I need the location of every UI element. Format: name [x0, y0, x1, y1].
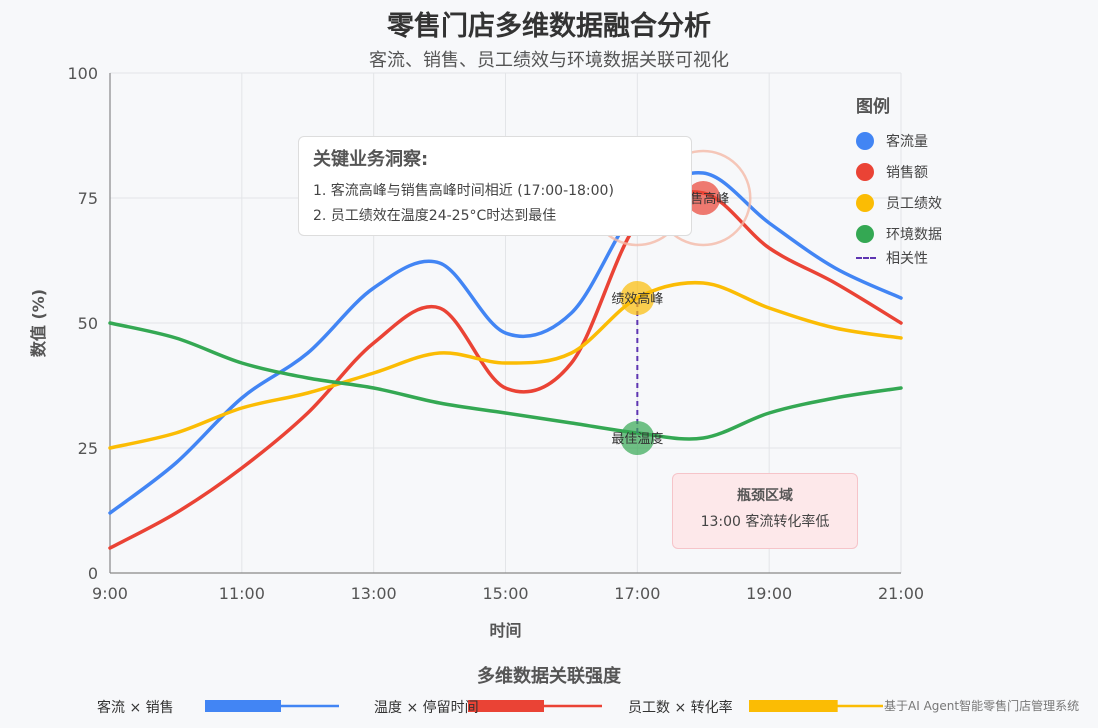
series-line-销售额: [108, 190, 903, 550]
marker-label: 绩效高峰: [611, 291, 663, 307]
bottleneck-text: 13:00 客流转化率低: [700, 514, 830, 530]
legend-label: 员工绩效: [886, 195, 942, 212]
correlation-label: 温度 × 停留时间: [374, 700, 479, 716]
legend-item-correlation[interactable]: 相关性: [856, 249, 966, 267]
insight-box: 关键业务洞察: 1. 客流高峰与销售高峰时间相近 (17:00-18:00) 2…: [298, 136, 692, 236]
insight-line: 1. 客流高峰与销售高峰时间相近 (17:00-18:00): [313, 183, 614, 199]
legend-title: 图例: [856, 97, 890, 117]
legend-item-staff[interactable]: 员工绩效: [856, 187, 966, 218]
legend-label: 客流量: [886, 133, 928, 150]
bottleneck-box: 瓶颈区域 13:00 客流转化率低: [672, 473, 858, 549]
x-tick-label: 11:00: [219, 584, 265, 603]
legend-label: 销售额: [886, 164, 928, 181]
y-tick-label: 100: [67, 64, 98, 83]
legend-item-environment[interactable]: 环境数据: [856, 218, 966, 249]
correlation-bar-fill: [205, 700, 281, 712]
x-tick-label: 9:00: [92, 584, 128, 603]
legend: 图例 客流量 销售额 员工绩效 环境数据 相关性: [856, 92, 966, 267]
legend-swatch: [856, 193, 874, 212]
x-tick-label: 15:00: [482, 584, 528, 603]
correlation-title: 多维数据关联强度: [477, 666, 621, 687]
x-axis-label: 时间: [489, 621, 521, 640]
x-tick-label: 17:00: [614, 584, 660, 603]
series-line-环境数据: [108, 321, 903, 441]
y-tick-label: 50: [78, 314, 98, 333]
y-tick-label: 75: [78, 189, 98, 208]
y-tick-label: 25: [78, 439, 98, 458]
y-tick-label: 0: [88, 564, 98, 583]
bottleneck-title: 瓶颈区域: [737, 488, 793, 504]
footer-text: 基于AI Agent智能零售门店管理系统: [884, 699, 1080, 713]
y-axis-label: 数值 (%): [29, 289, 48, 357]
insight-line: 2. 员工绩效在温度24-25°C时达到最佳: [313, 208, 557, 224]
x-tick-label: 13:00: [351, 584, 397, 603]
marker-label: 最佳温度: [611, 431, 663, 447]
series-line-员工绩效: [108, 280, 903, 450]
legend-item-sales[interactable]: 销售额: [856, 156, 966, 187]
legend-label: 相关性: [886, 251, 928, 267]
x-tick-label: 21:00: [878, 584, 924, 603]
marker-point: [620, 421, 655, 455]
legend-swatch: [856, 224, 874, 243]
legend-label: 环境数据: [886, 226, 942, 243]
x-tick-label: 19:00: [746, 584, 792, 603]
series-line-客流量: [108, 171, 903, 515]
correlation-label: 客流 × 销售: [97, 700, 174, 716]
correlation-bar-fill: [468, 700, 544, 712]
chart-subtitle: 客流、销售、员工绩效与环境数据关联可视化: [369, 50, 729, 71]
correlation-label: 员工数 × 转化率: [628, 700, 733, 716]
chart-title: 零售门店多维数据融合分析: [387, 11, 711, 42]
insight-title: 关键业务洞察:: [313, 149, 429, 170]
correlation-strength-row: 客流 × 销售 温度 × 停留时间 员工数 × 转化率: [0, 697, 1098, 717]
marker-point: [686, 181, 721, 215]
legend-item-traffic[interactable]: 客流量: [856, 125, 966, 156]
legend-swatch: [856, 257, 876, 259]
marker-point: [620, 281, 655, 315]
legend-swatch: [856, 162, 874, 181]
legend-swatch: [856, 131, 874, 150]
correlation-bar-fill: [749, 700, 838, 712]
